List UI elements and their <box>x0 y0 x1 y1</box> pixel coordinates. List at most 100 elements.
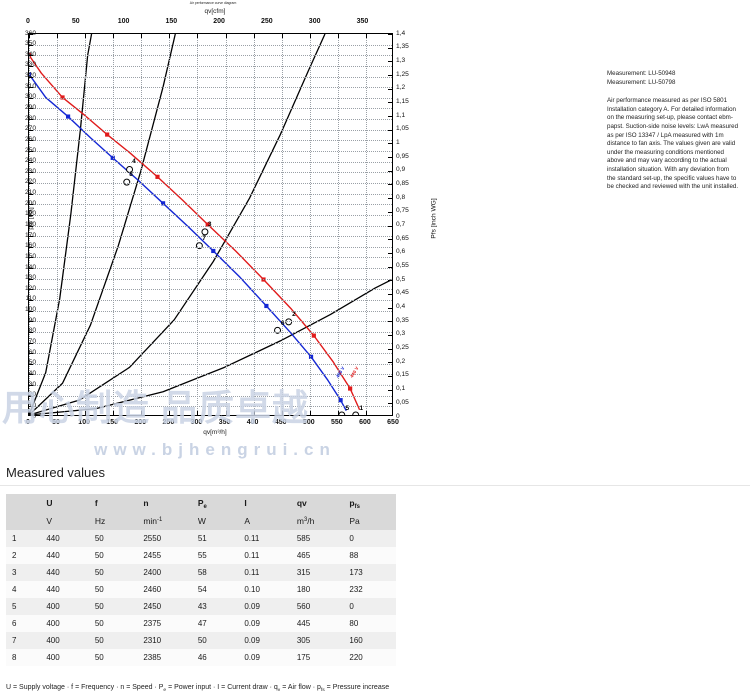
axis-tick <box>388 88 392 90</box>
table-cell-n: 2550 <box>143 534 162 543</box>
axis-tick <box>388 198 392 200</box>
x-axis-bottom-label: qv[m³/h] <box>203 429 227 436</box>
grid-line-vertical <box>197 34 199 415</box>
axis-tick <box>29 172 33 174</box>
x-axis-tick-label: 100 <box>78 419 90 426</box>
y-axis-right-tick-label: 0,9 <box>396 166 406 174</box>
table-cell-I: 0.11 <box>244 534 260 543</box>
y-axis-left-tick-label: 180 <box>24 221 36 228</box>
curve-data-marker <box>110 155 115 160</box>
table-cell-qv: 560 <box>296 602 311 611</box>
table-unit-header: A <box>238 512 291 530</box>
chart-top-caption: Air performance curve diagram <box>189 1 237 5</box>
table-cell-I: 0.10 <box>244 585 260 594</box>
operating-point-label: 4 <box>132 158 136 166</box>
axis-tick <box>29 342 33 344</box>
axis-tick <box>29 119 33 121</box>
grid-line-horizontal <box>29 44 392 46</box>
grid-line-horizontal <box>29 278 392 280</box>
axis-tick <box>169 34 171 38</box>
operating-point-marker <box>201 228 209 236</box>
axis-tick <box>388 34 392 35</box>
axis-tick <box>365 34 367 38</box>
grid-line-vertical <box>281 34 283 415</box>
y-axis-right-tick-label: 0,6 <box>396 248 406 256</box>
grid-line-horizontal <box>29 374 392 376</box>
operating-point-marker <box>338 411 346 415</box>
y-axis-left-tick-label: 0 <box>32 412 36 420</box>
table-cell-pfs: 88 <box>349 551 359 560</box>
curve-data-marker <box>29 72 32 77</box>
table-cell-no: 2 <box>12 551 17 560</box>
y-axis-left-tick-label: 10 <box>28 401 36 409</box>
x-axis-top-tick-label: 300 <box>308 18 321 25</box>
grid-line-horizontal <box>29 385 392 387</box>
axis-tick <box>85 34 87 38</box>
y-axis-left-tick-label: 160 <box>24 242 36 250</box>
axis-tick <box>225 411 227 415</box>
axis-tick <box>29 44 33 46</box>
grid-line-vertical <box>337 34 339 415</box>
y-axis-left-tick-label: 40 <box>28 369 36 377</box>
measured-values-title: Measured values <box>6 465 105 480</box>
axis-tick <box>281 34 283 38</box>
table-cell-pfs: 80 <box>349 619 359 628</box>
y-axis-right-tick-label: 0,1 <box>396 385 406 393</box>
measurement-id-2: Measurement: LU-50798 <box>607 78 676 86</box>
section-divider <box>0 485 750 486</box>
system-curve <box>29 34 93 415</box>
table-cell-Pe: 55 <box>197 551 207 560</box>
grid-line-vertical <box>57 34 59 415</box>
table-cell-U: 440 <box>46 534 60 543</box>
y-axis-right-tick-label: 0,65 <box>396 234 409 242</box>
y-axis-right-tick-label: 1 <box>396 138 400 146</box>
axis-tick <box>388 334 392 336</box>
grid-line-horizontal <box>29 182 392 184</box>
axis-tick <box>113 34 115 38</box>
curve-data-marker <box>264 303 269 309</box>
axis-tick <box>388 102 392 104</box>
operating-point-label: 8 <box>129 170 133 178</box>
grid-line-horizontal <box>29 268 392 270</box>
axis-tick <box>388 266 392 268</box>
y-axis-right-tick-label: 0,45 <box>396 289 409 297</box>
axis-tick <box>388 252 392 254</box>
axis-tick <box>309 34 311 38</box>
operating-point-label: 1 <box>359 405 364 412</box>
axis-tick <box>388 375 392 377</box>
table-cell-qv: 585 <box>296 534 311 543</box>
y-axis-right-tick-label: 0,7 <box>396 221 406 228</box>
axis-tick <box>388 47 392 49</box>
x-axis-top-tick-label: 50 <box>71 18 80 25</box>
measurement-id-1: Measurement: LU-50948 <box>607 70 676 77</box>
y-axis-right-tick-label: 0,55 <box>396 262 409 270</box>
axis-tick <box>141 34 143 38</box>
axis-tick <box>29 353 33 355</box>
performance-curve <box>29 73 347 412</box>
axis-tick <box>29 268 33 270</box>
table-cell-pfs: 232 <box>349 585 363 594</box>
y-axis-right-tick-label: 1,4 <box>396 29 406 37</box>
axis-tick <box>141 411 143 415</box>
curve-data-marker <box>211 248 216 254</box>
axis-tick <box>29 140 33 142</box>
axis-tick <box>388 143 392 145</box>
axis-tick <box>29 395 33 397</box>
grid-line-vertical <box>29 34 30 415</box>
axis-tick <box>225 34 227 38</box>
x-axis-top-tick-label: 150 <box>165 18 178 25</box>
grid-line-vertical <box>85 34 87 415</box>
axis-tick <box>388 321 392 323</box>
axis-tick <box>388 225 392 227</box>
curve-data-marker <box>29 53 32 58</box>
x-axis-tick-label: 50 <box>52 419 60 426</box>
axis-tick <box>29 257 33 259</box>
table-unit-header: min-1 <box>137 512 192 530</box>
grid-line-horizontal <box>29 129 392 131</box>
axis-tick <box>365 411 367 415</box>
axis-tick <box>29 65 33 67</box>
grid-line-horizontal <box>29 172 392 174</box>
y-axis-left-tick-label: 360 <box>24 29 36 37</box>
system-curve <box>29 34 326 415</box>
operating-point-label: 5 <box>345 405 350 412</box>
